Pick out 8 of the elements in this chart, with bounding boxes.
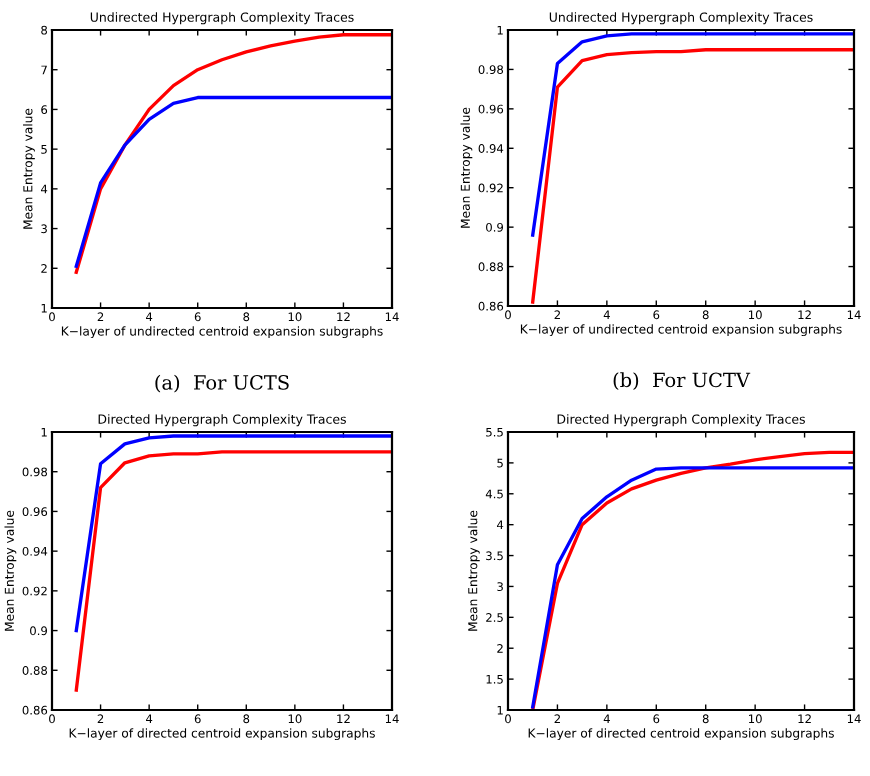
line-series [531, 32, 854, 237]
line-series [74, 450, 392, 692]
text: (b) For UCTV [613, 372, 751, 391]
line-series [531, 48, 854, 304]
line-series [74, 95, 392, 268]
line-series [74, 33, 392, 274]
text: (a) For UCTS [155, 374, 289, 393]
line-series [74, 434, 392, 633]
